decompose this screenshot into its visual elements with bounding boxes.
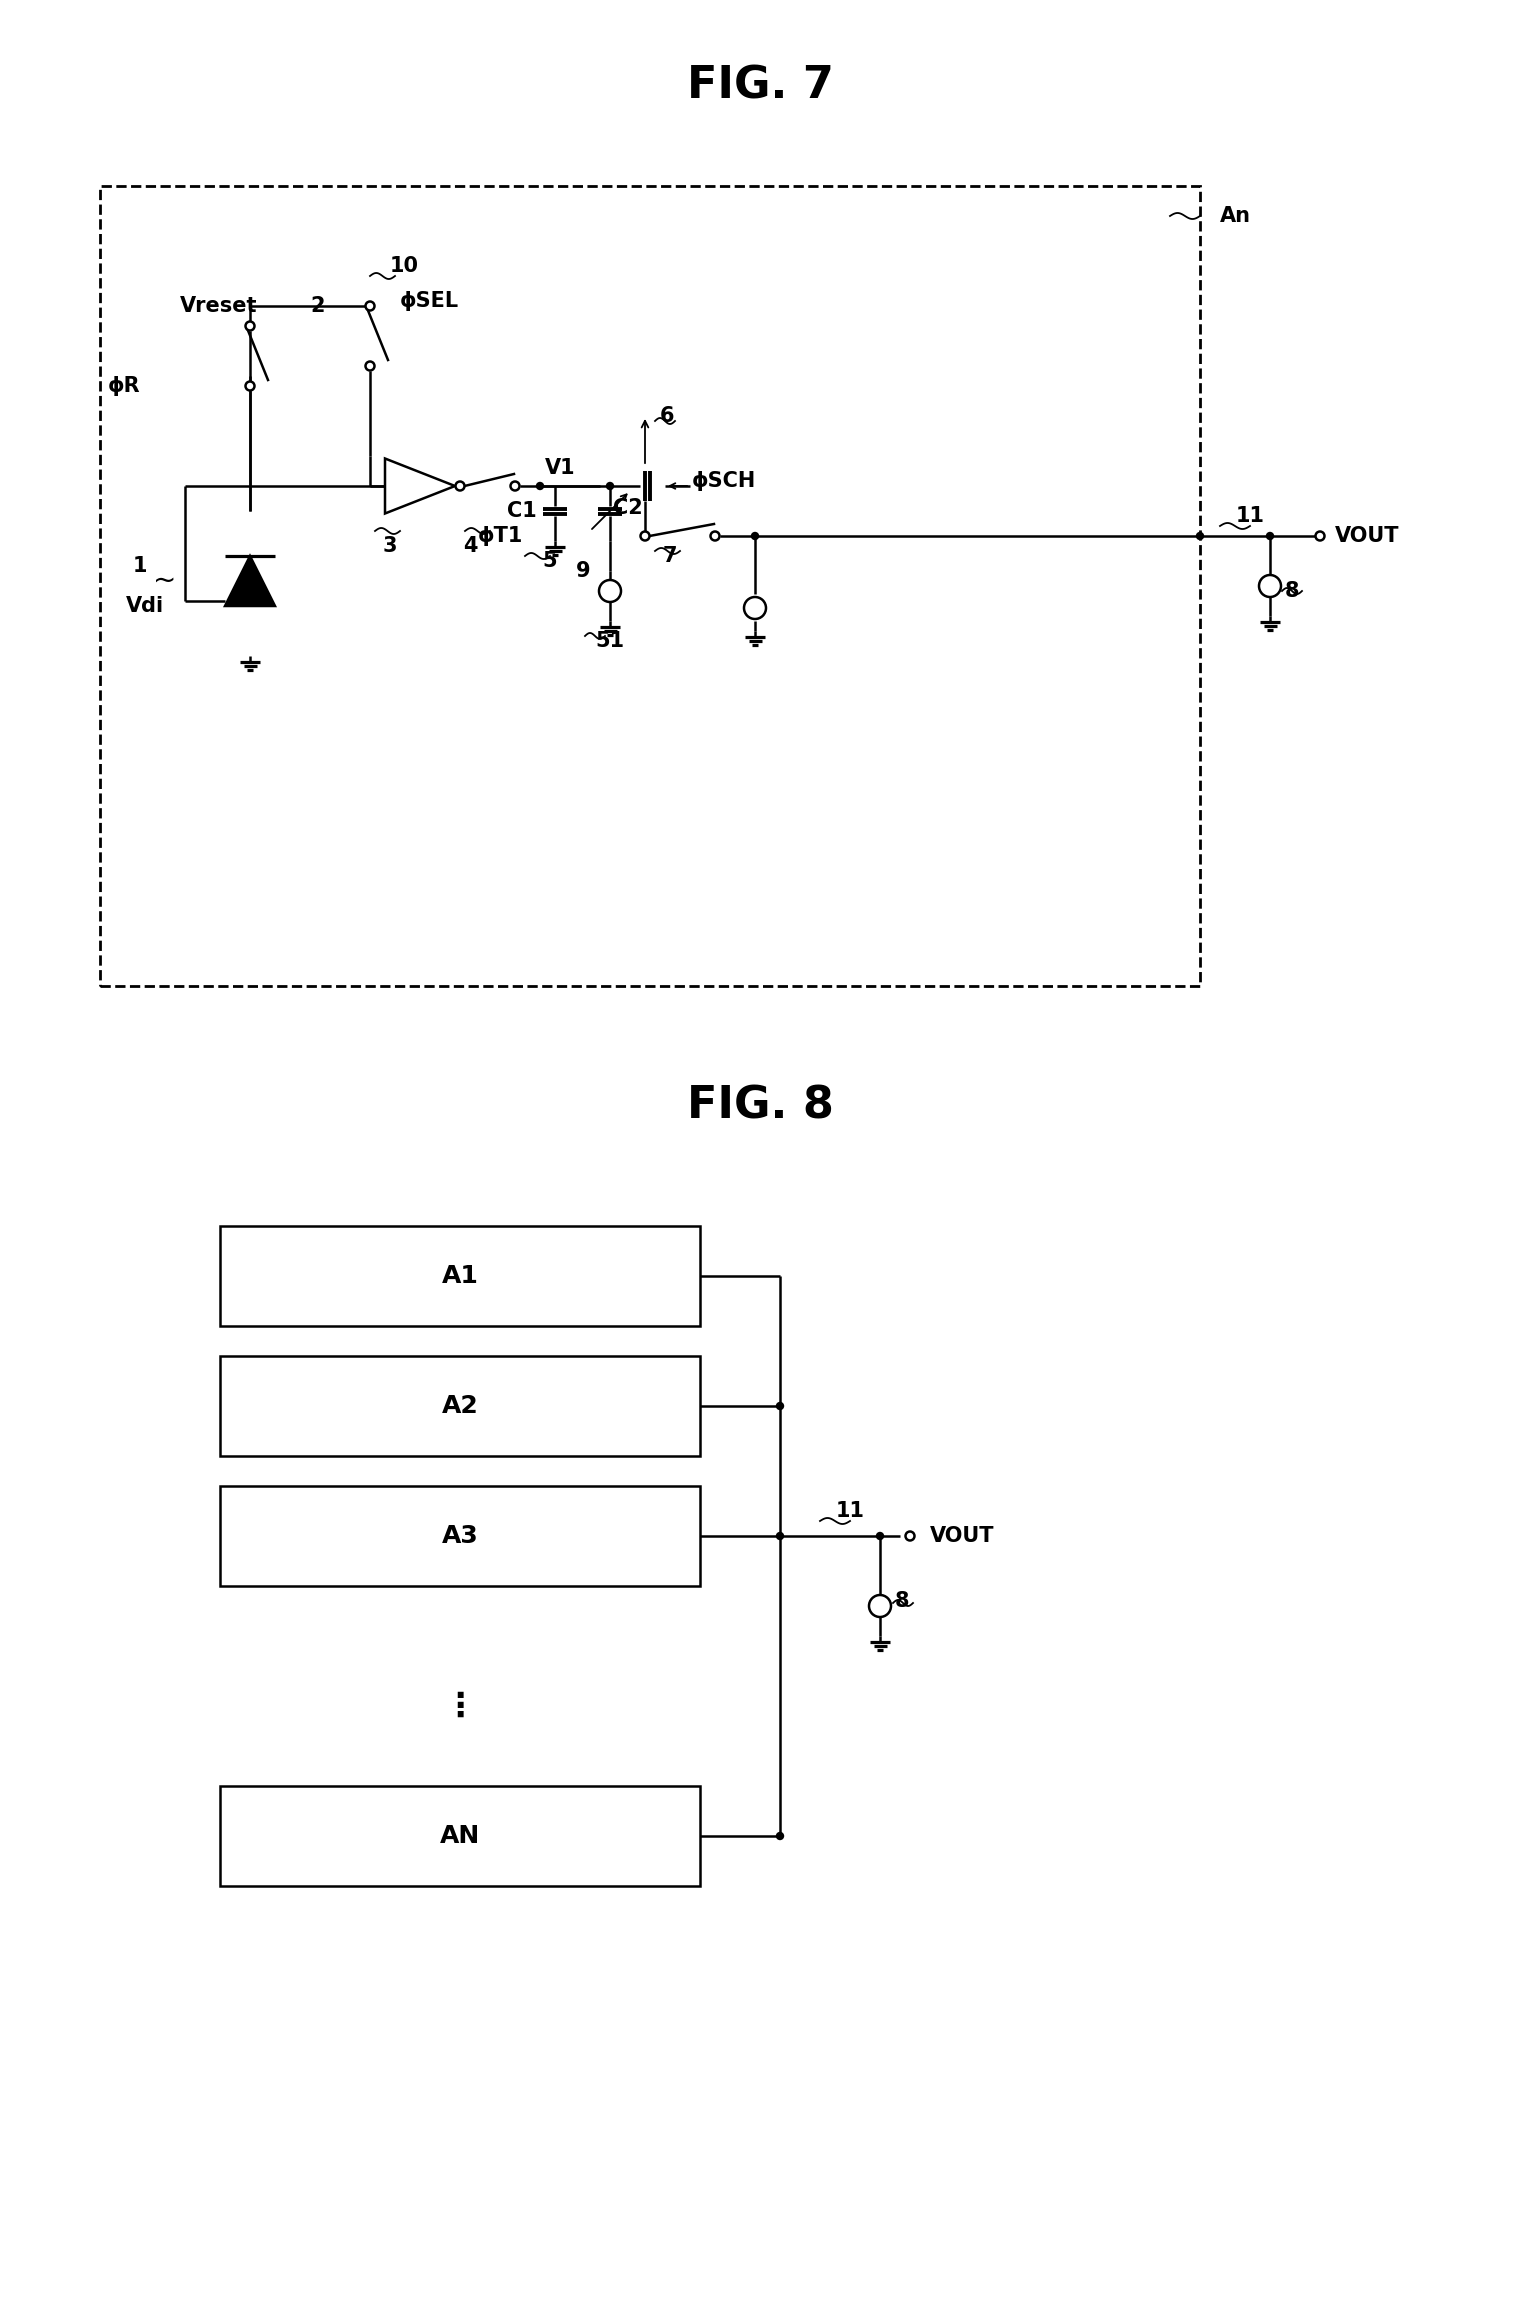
Text: 8: 8 [895, 1591, 910, 1612]
Circle shape [536, 482, 544, 489]
Text: ϕSEL: ϕSEL [400, 291, 460, 311]
Circle shape [1315, 530, 1324, 540]
Circle shape [510, 482, 519, 491]
Text: VOUT: VOUT [930, 1527, 994, 1545]
Circle shape [606, 482, 614, 489]
Text: ϕSCH: ϕSCH [692, 470, 756, 491]
FancyBboxPatch shape [220, 1227, 699, 1326]
Text: 2: 2 [310, 295, 325, 316]
Circle shape [599, 581, 621, 602]
Circle shape [1258, 574, 1281, 597]
Circle shape [777, 1833, 783, 1840]
Circle shape [869, 1596, 890, 1617]
Circle shape [246, 321, 255, 330]
Text: 11: 11 [1235, 505, 1264, 526]
FancyBboxPatch shape [220, 1485, 699, 1587]
Circle shape [710, 530, 719, 540]
Circle shape [246, 380, 255, 390]
FancyBboxPatch shape [220, 1356, 699, 1455]
Circle shape [641, 533, 649, 540]
Circle shape [365, 302, 374, 311]
Text: 4: 4 [463, 535, 478, 556]
Circle shape [1266, 533, 1274, 540]
Circle shape [640, 530, 649, 540]
Text: 11: 11 [835, 1501, 864, 1522]
Text: 5: 5 [542, 551, 557, 572]
Text: FIG. 8: FIG. 8 [687, 1084, 834, 1128]
Text: 8: 8 [1286, 581, 1299, 602]
Text: 51: 51 [596, 632, 625, 650]
Circle shape [906, 1531, 915, 1540]
Text: AN: AN [440, 1824, 479, 1847]
Circle shape [777, 1402, 783, 1409]
Text: ~: ~ [153, 567, 177, 595]
Text: A1: A1 [441, 1264, 478, 1289]
Text: A3: A3 [441, 1524, 478, 1547]
Circle shape [1197, 533, 1203, 540]
Text: ⋮: ⋮ [443, 1690, 476, 1723]
Circle shape [455, 482, 464, 491]
Polygon shape [224, 556, 275, 606]
Text: Vdi: Vdi [125, 595, 163, 616]
Text: VOUT: VOUT [1335, 526, 1400, 547]
Text: ϕR: ϕR [107, 376, 140, 397]
Text: C2: C2 [612, 498, 643, 519]
FancyBboxPatch shape [220, 1787, 699, 1886]
Text: Vreset: Vreset [180, 295, 258, 316]
Text: V1: V1 [545, 459, 576, 477]
Text: 1: 1 [133, 556, 147, 576]
Text: FIG. 7: FIG. 7 [687, 65, 834, 108]
Circle shape [777, 1533, 783, 1540]
Text: C1: C1 [507, 500, 538, 521]
Text: An: An [1220, 205, 1251, 226]
Text: 3: 3 [383, 535, 397, 556]
Circle shape [876, 1533, 884, 1540]
Text: 6: 6 [660, 406, 675, 427]
Text: 10: 10 [389, 256, 418, 277]
Circle shape [751, 533, 759, 540]
Circle shape [365, 362, 374, 371]
Text: 9: 9 [576, 560, 589, 581]
Text: ϕT1: ϕT1 [478, 526, 522, 547]
Text: 7: 7 [663, 547, 678, 565]
Text: A2: A2 [441, 1395, 478, 1418]
Circle shape [744, 597, 767, 618]
